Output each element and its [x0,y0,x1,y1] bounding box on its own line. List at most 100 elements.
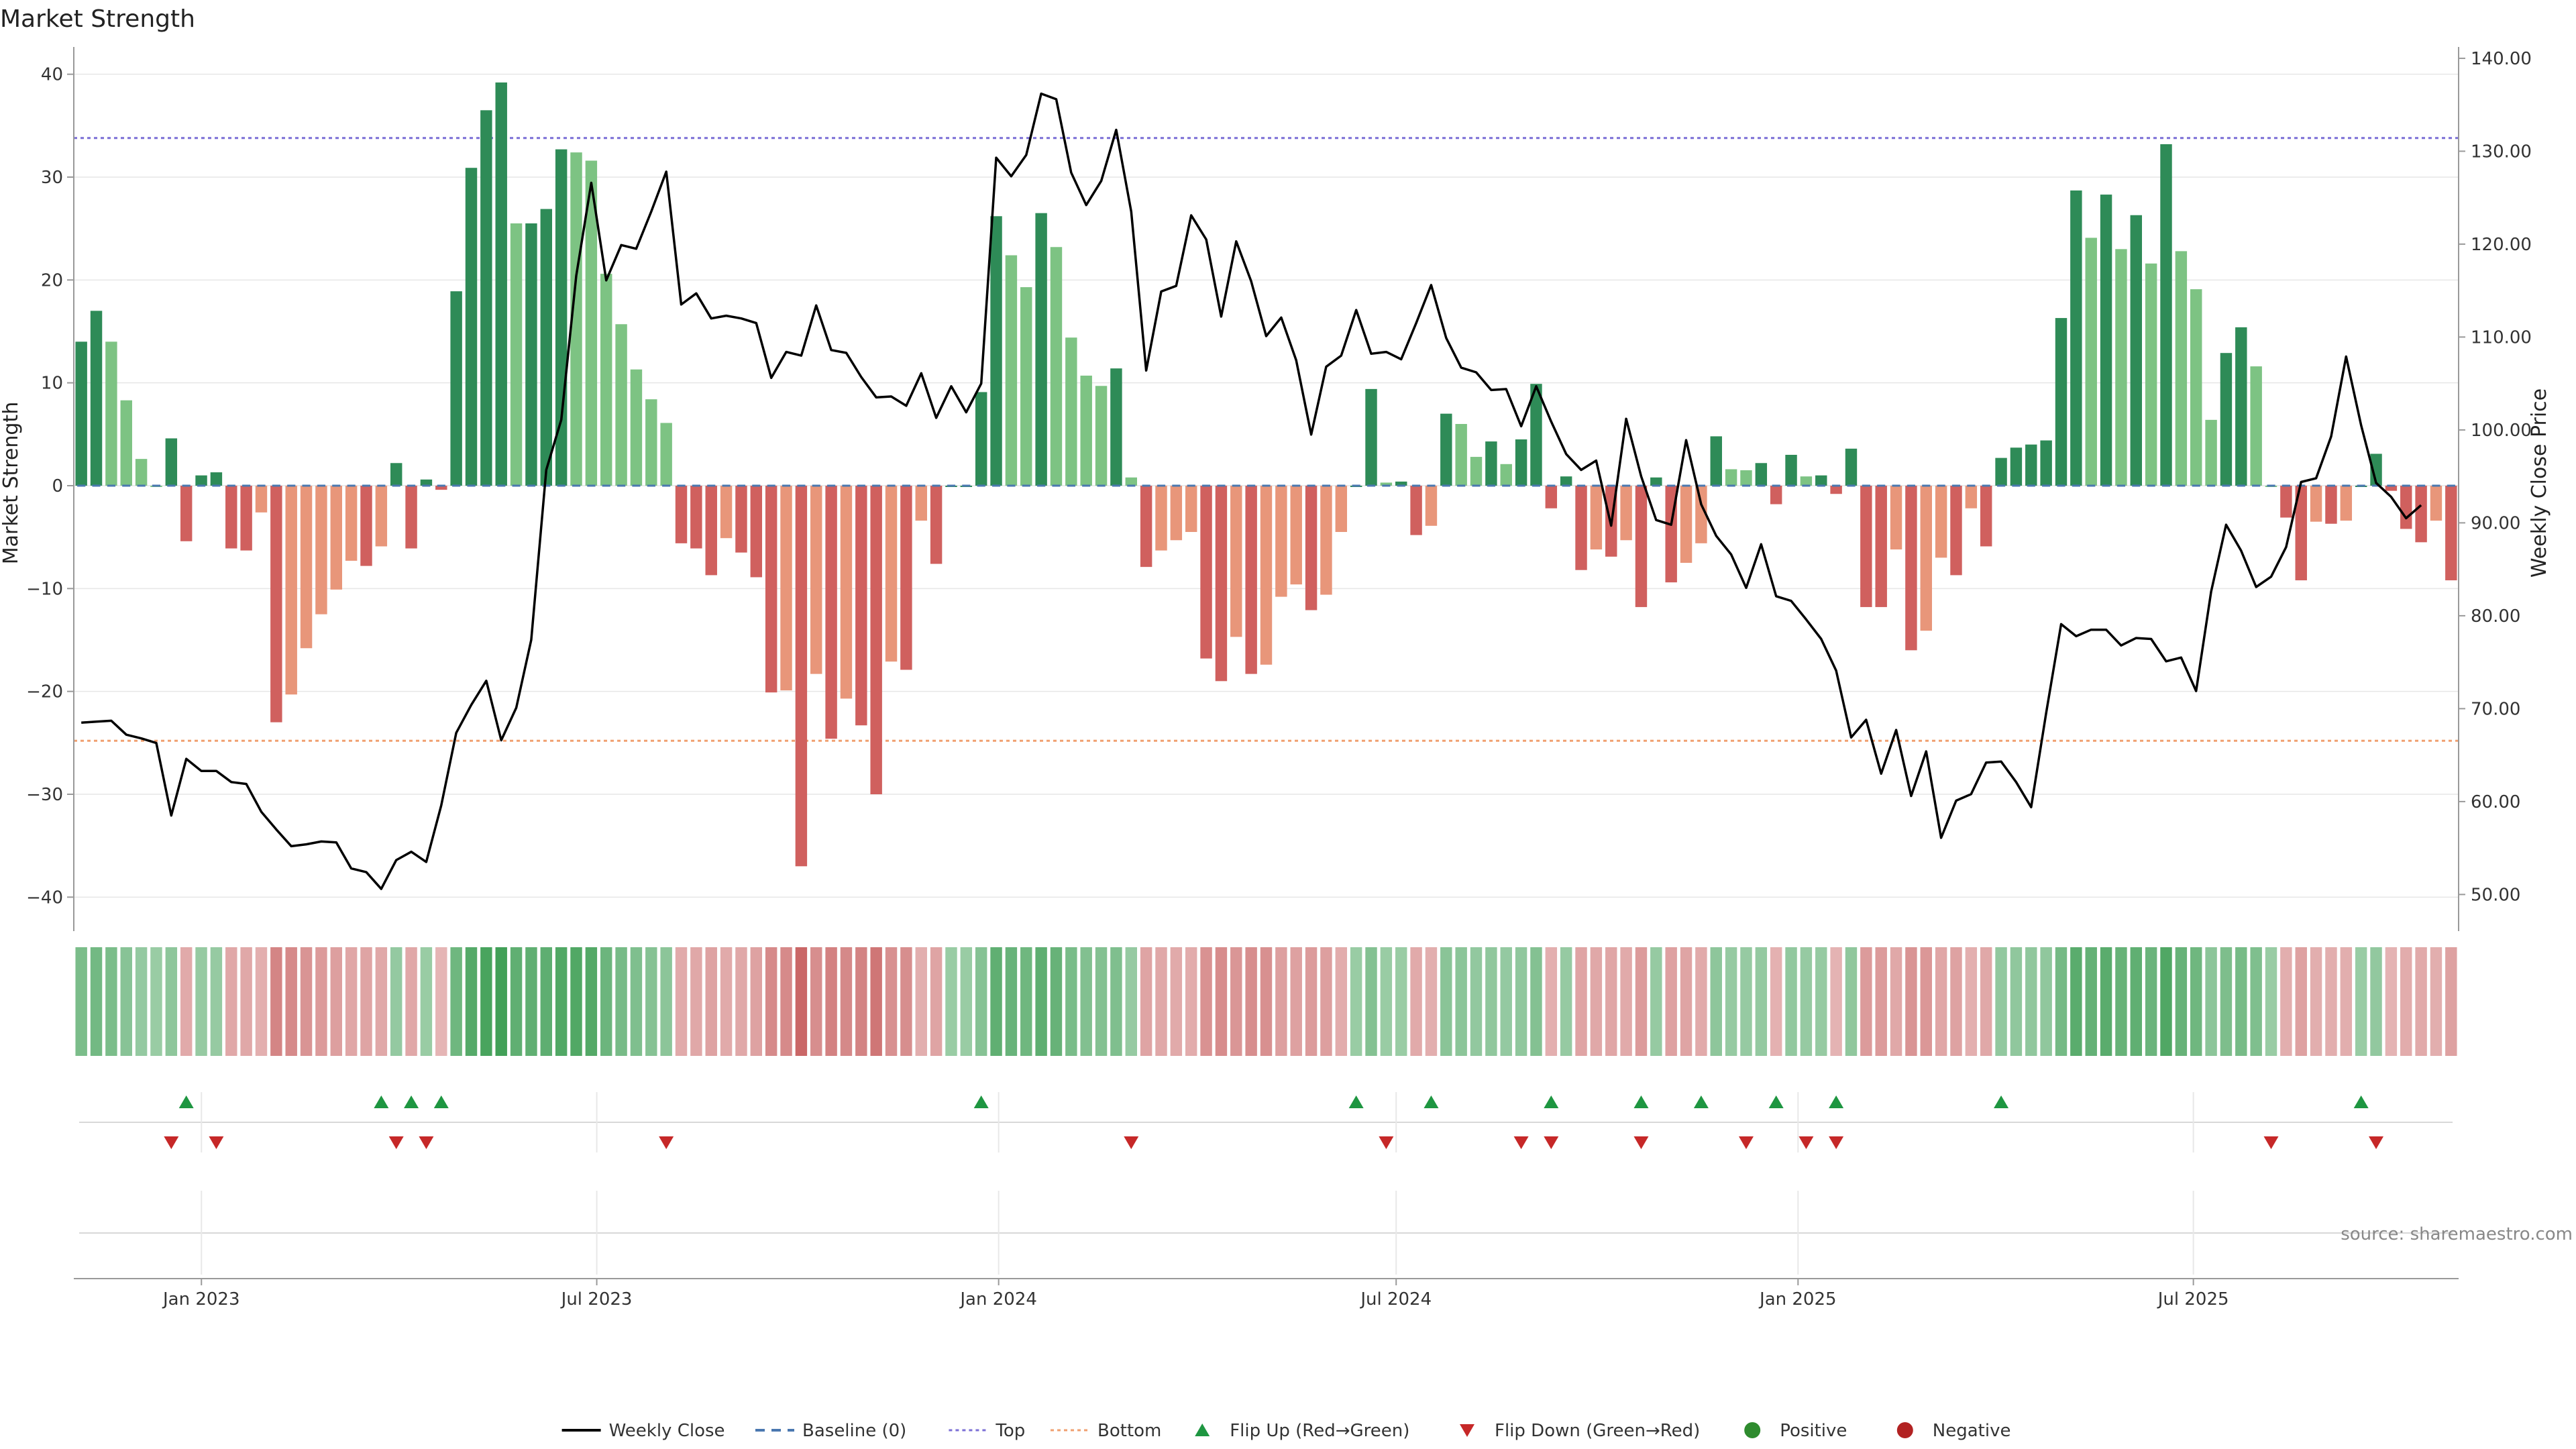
strength-bar [705,486,717,576]
strength-bar [1215,486,1228,682]
y2-tick-label: 100.00 [2471,421,2532,441]
price-line-group [81,92,2422,890]
flip-up-marker [1544,1095,1559,1108]
strength-bar [2055,318,2068,486]
strength-bar [1245,486,1257,674]
heat-cell [570,947,582,1056]
strength-bar [465,168,478,486]
strength-bar [1755,463,1768,486]
strength-bar [240,486,252,551]
strength-bar [300,486,313,649]
heat-cell [1785,947,1797,1056]
chart-title: Market Strength [0,5,195,33]
strength-bar [1965,486,1978,508]
strength-bar [1785,455,1797,486]
strength-bar [1260,486,1273,665]
strength-bar [1485,441,1497,486]
heat-cell [975,947,987,1056]
strength-bar [930,486,943,564]
heat-cell [2175,947,2188,1056]
strength-bar [2160,144,2172,486]
y2-tick-label: 80.00 [2471,606,2520,627]
heat-cell [1710,947,1722,1056]
legend-item: Baseline (0) [755,1421,906,1441]
heat-cell [1920,947,1932,1056]
y2-tick-label: 130.00 [2471,142,2532,162]
legend-label: Weekly Close [609,1421,725,1441]
heat-cell [2385,947,2398,1056]
strength-bar [120,400,132,486]
heat-cell [1845,947,1858,1056]
strength-bar [1740,470,1752,486]
x-tick-label: Jan 2025 [1758,1289,1837,1309]
heat-cell [1470,947,1483,1056]
strength-bar [2415,486,2427,543]
strength-bar [915,486,927,521]
strength-bar [2190,289,2202,486]
y2-tick-label: 70.00 [2471,699,2520,719]
strength-bar [2220,353,2233,486]
strength-bar [255,486,268,513]
heat-cell [1605,947,1617,1056]
y2-tick-label: 110.00 [2471,327,2532,347]
strength-bar [2175,251,2188,486]
strength-bar [570,152,582,486]
y2-axis-label: Weekly Close Price [2528,388,2551,578]
heat-cell [240,947,252,1056]
heat-cell [615,947,627,1056]
strength-bar [2070,190,2082,486]
flip-down-marker [419,1136,434,1149]
strength-bar [345,486,358,561]
flip-up-marker [433,1095,449,1108]
legend-item: Flip Up (Red→Green) [1195,1421,1409,1441]
heat-cell [1110,947,1122,1056]
heat-cell [780,947,792,1056]
heat-cell [2295,947,2307,1056]
heat-cell [1800,947,1813,1056]
heat-cell [2010,947,2023,1056]
strength-bar [1380,482,1393,486]
strength-bar [630,369,643,486]
strength-bar [1125,477,1137,486]
strength-bar [510,223,523,486]
heat-cell [150,947,162,1056]
strength-bar [1575,486,1587,570]
heat-cell [330,947,342,1056]
heat-cell [510,947,523,1056]
flip-down-marker [659,1136,674,1149]
heat-cell [675,947,688,1056]
flip-up-marker [1424,1095,1439,1108]
heat-cell [1770,947,1782,1056]
strength-bar [90,311,103,486]
y-tick-label: 0 [52,476,63,496]
strength-bar [1005,255,1018,486]
strength-bar [2325,486,2337,524]
heat-cell [1245,947,1257,1056]
heat-cell [1125,947,1137,1056]
heat-cell [795,947,808,1056]
heat-cell [2400,947,2412,1056]
strength-bar [495,82,507,486]
strength-bar [540,209,553,486]
strength-bar [210,472,223,486]
heat-cell [1635,947,1648,1056]
heat-cell [855,947,867,1056]
strength-bar [1110,368,1122,486]
strength-bar [690,486,702,549]
strength-bar [2115,249,2127,486]
heat-cell [1080,947,1092,1056]
heat-cell [345,947,358,1056]
heat-cell [1875,947,1887,1056]
flip-up-marker [178,1095,194,1108]
x-tick-label: Jul 2025 [2157,1289,2229,1309]
heat-cell [1395,947,1407,1056]
heat-cell [1620,947,1632,1056]
heat-cell [1740,947,1752,1056]
heat-cell [585,947,598,1056]
flip-markers-panel [79,1092,2453,1275]
heat-cell [1575,947,1587,1056]
strength-bar [675,486,688,543]
heat-cell [315,947,327,1056]
legend: Weekly Close Baseline (0) Top Bottom Flip Up… [561,1421,2010,1441]
strength-bar [585,160,598,486]
